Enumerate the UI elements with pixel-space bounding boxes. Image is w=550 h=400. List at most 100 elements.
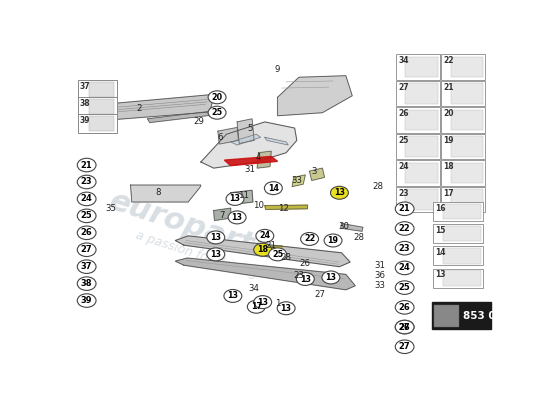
Text: 9: 9 [275, 65, 280, 74]
Polygon shape [237, 119, 254, 144]
Circle shape [395, 242, 414, 255]
Polygon shape [265, 205, 307, 209]
Text: 24: 24 [398, 162, 409, 171]
Text: 13: 13 [232, 213, 243, 222]
Text: 13: 13 [210, 250, 221, 259]
Text: 39: 39 [81, 296, 92, 305]
Circle shape [395, 202, 414, 216]
Circle shape [265, 182, 282, 195]
FancyBboxPatch shape [443, 204, 481, 219]
FancyBboxPatch shape [441, 81, 485, 106]
Text: 23: 23 [399, 244, 410, 253]
Text: europarts: europarts [106, 187, 275, 266]
FancyBboxPatch shape [433, 268, 483, 288]
FancyBboxPatch shape [441, 160, 485, 186]
Circle shape [77, 158, 96, 172]
Circle shape [395, 320, 414, 334]
Text: 25: 25 [398, 136, 409, 145]
Circle shape [77, 175, 96, 189]
Text: 13: 13 [229, 194, 240, 204]
Circle shape [77, 277, 96, 290]
Text: 21: 21 [443, 83, 454, 92]
Circle shape [254, 296, 272, 308]
Polygon shape [130, 185, 201, 202]
Text: 30: 30 [338, 222, 349, 231]
Polygon shape [340, 224, 363, 231]
FancyBboxPatch shape [450, 136, 483, 157]
FancyBboxPatch shape [432, 302, 491, 329]
Text: 14: 14 [436, 248, 446, 257]
Text: 28: 28 [280, 253, 292, 262]
Polygon shape [292, 175, 305, 186]
FancyBboxPatch shape [441, 186, 485, 212]
Text: 28: 28 [372, 182, 383, 191]
Text: 19: 19 [327, 236, 338, 245]
Text: 13: 13 [334, 188, 345, 197]
FancyBboxPatch shape [89, 100, 113, 114]
Text: 8: 8 [156, 188, 161, 197]
Text: 853 09: 853 09 [463, 311, 503, 321]
Text: 22: 22 [443, 56, 454, 65]
FancyBboxPatch shape [450, 110, 483, 130]
Polygon shape [213, 208, 231, 220]
Circle shape [254, 243, 272, 256]
Circle shape [224, 290, 242, 302]
Polygon shape [278, 76, 352, 116]
Polygon shape [265, 137, 288, 145]
Circle shape [208, 106, 226, 119]
Text: 26: 26 [398, 109, 409, 118]
Text: 15: 15 [436, 226, 446, 235]
Text: 22: 22 [399, 224, 410, 233]
FancyBboxPatch shape [405, 83, 438, 104]
Text: 16: 16 [436, 204, 446, 213]
Text: 6: 6 [217, 133, 223, 142]
FancyBboxPatch shape [78, 114, 117, 133]
Circle shape [277, 302, 295, 315]
Polygon shape [257, 151, 271, 168]
Text: 36: 36 [375, 272, 386, 280]
Text: 13: 13 [300, 274, 311, 284]
Text: 14: 14 [268, 184, 279, 193]
Text: 1: 1 [275, 299, 280, 308]
Text: 24: 24 [399, 264, 410, 272]
FancyBboxPatch shape [396, 160, 440, 186]
Polygon shape [147, 111, 212, 122]
Text: 13: 13 [210, 233, 221, 242]
FancyBboxPatch shape [89, 82, 113, 97]
Polygon shape [113, 95, 213, 120]
Text: 18: 18 [257, 245, 268, 254]
Text: 20: 20 [212, 93, 223, 102]
Text: 10: 10 [253, 200, 264, 210]
Circle shape [248, 300, 265, 313]
Text: 27: 27 [81, 245, 92, 254]
Circle shape [77, 294, 96, 307]
Text: 22: 22 [304, 234, 315, 244]
Circle shape [395, 281, 414, 294]
Text: 5: 5 [247, 124, 252, 132]
Circle shape [331, 186, 348, 199]
FancyBboxPatch shape [433, 246, 483, 266]
Polygon shape [201, 122, 297, 168]
Text: 27: 27 [315, 290, 326, 299]
Text: 27: 27 [398, 83, 409, 92]
Circle shape [395, 320, 414, 334]
FancyBboxPatch shape [78, 80, 117, 99]
Text: 20: 20 [443, 109, 454, 118]
Polygon shape [231, 190, 253, 204]
Circle shape [296, 272, 314, 286]
Text: 37: 37 [81, 262, 92, 271]
FancyBboxPatch shape [433, 202, 483, 221]
Text: 23: 23 [81, 178, 92, 186]
Text: 13: 13 [326, 273, 337, 282]
FancyBboxPatch shape [405, 57, 438, 77]
Polygon shape [224, 156, 278, 166]
FancyBboxPatch shape [443, 226, 481, 242]
Text: a passion for driving: a passion for driving [134, 228, 259, 280]
Polygon shape [218, 128, 238, 144]
Circle shape [77, 260, 96, 274]
Text: 21: 21 [266, 241, 277, 250]
Text: 33: 33 [292, 176, 302, 185]
Text: 12: 12 [278, 204, 289, 213]
Text: 37: 37 [80, 82, 90, 91]
Polygon shape [175, 258, 355, 290]
